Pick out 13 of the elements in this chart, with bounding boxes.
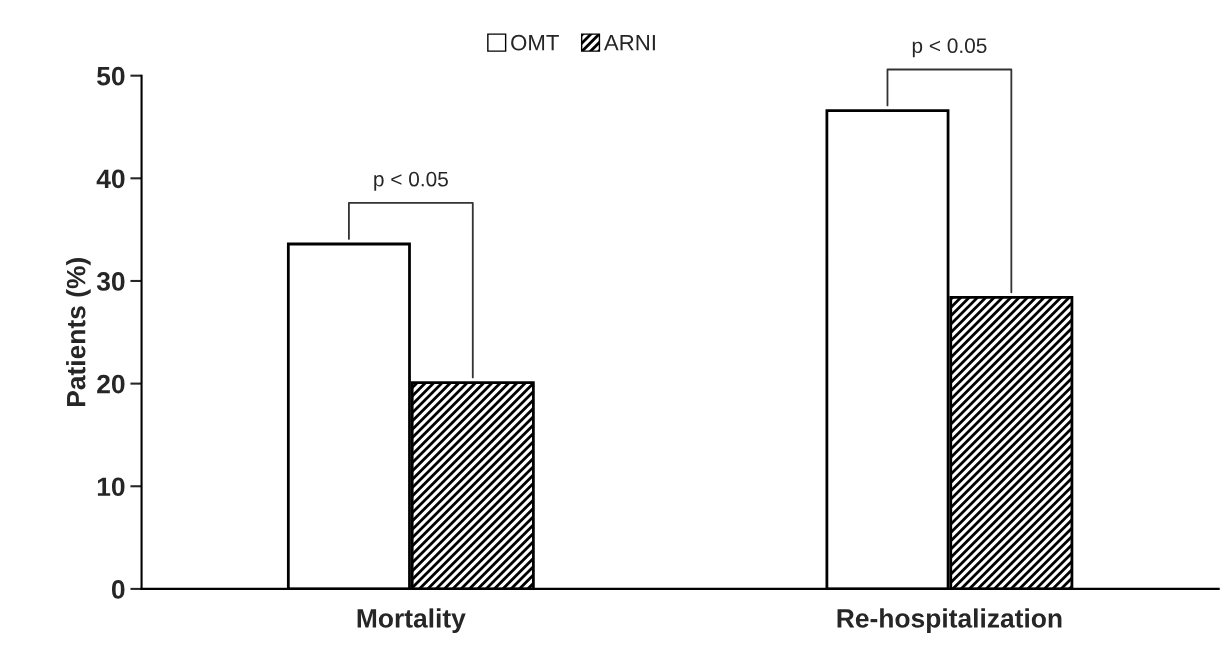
y-axis-title: Patients (%)	[66, 258, 91, 407]
y-tick-label: 30	[96, 272, 125, 291]
y-tick-label: 0	[111, 580, 125, 599]
x-tick-label: Mortality	[357, 608, 466, 633]
legend-label: OMT	[511, 34, 559, 51]
y-tick-label: 40	[96, 169, 125, 189]
text: p < 0.05	[912, 38, 987, 58]
annotation: p < 0.05	[374, 171, 448, 191]
y-tick-label: 20	[97, 374, 125, 394]
y-tick-label: 50	[97, 66, 125, 86]
legend-label: ARNI	[603, 35, 655, 51]
x-tick-label: Re-hospitalization	[837, 608, 1062, 633]
y-tick-label: 10	[97, 477, 125, 497]
